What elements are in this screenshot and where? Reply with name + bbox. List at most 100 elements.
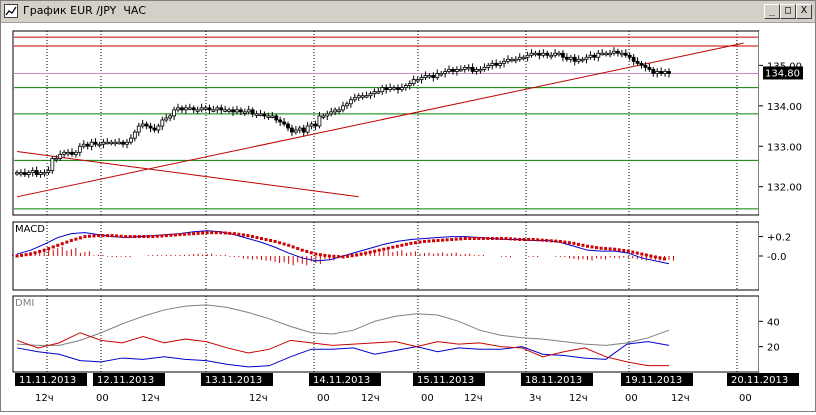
macd-signal-point — [513, 237, 517, 241]
macd-signal-point — [15, 254, 19, 258]
macd-tick-label: -0.0 — [767, 252, 787, 263]
macd-signal-point — [400, 243, 404, 247]
candle-body — [592, 54, 597, 58]
dmi-panel[interactable] — [12, 295, 760, 373]
macd-signal-point — [214, 231, 218, 235]
macd-signal-point — [196, 231, 200, 235]
macd-signal-point — [631, 250, 635, 254]
macd-signal-point — [219, 231, 223, 235]
macd-signal-point — [296, 247, 300, 251]
date-label-box — [413, 373, 485, 386]
date-label: 19.11.2013 — [625, 375, 682, 386]
candle-body — [380, 87, 385, 93]
macd-signal-point — [74, 237, 78, 241]
macd-signal-point — [391, 245, 395, 249]
candle-body — [305, 125, 310, 133]
macd-signal-point — [626, 249, 630, 253]
candle-body — [101, 141, 106, 145]
candle-body — [77, 145, 82, 153]
macd-signal-point — [173, 233, 177, 237]
macd-signal-point — [291, 245, 295, 249]
candle-body — [333, 109, 338, 113]
macd-signal-point — [518, 237, 522, 241]
candle-body — [231, 109, 235, 113]
macd-signal-point — [205, 231, 209, 235]
macd-signal-point — [549, 239, 553, 243]
macd-signal-point — [527, 237, 531, 241]
candle-body — [301, 127, 306, 133]
macd-signal-point — [649, 254, 653, 258]
macd-signal-point — [441, 238, 445, 242]
candle-body — [639, 62, 644, 66]
candle-body — [423, 75, 428, 78]
date-label-box — [201, 373, 273, 386]
candle-body — [513, 58, 518, 62]
candle-body — [341, 105, 345, 111]
candle-body — [203, 107, 208, 110]
price-panel[interactable] — [12, 30, 760, 216]
macd-signal-point — [47, 247, 51, 251]
candle-body — [462, 66, 467, 70]
macd-signal-point — [169, 233, 173, 237]
date-label: 18.11.2013 — [525, 375, 582, 386]
hour-label: 12ч — [35, 393, 54, 404]
macd-signal-point — [468, 237, 472, 241]
candle-body — [533, 52, 538, 56]
title-bar[interactable]: График EUR /JPY ЧАС _ □ X — [1, 1, 815, 23]
macd-signal-point — [586, 244, 589, 248]
candle-body — [183, 107, 188, 111]
macd-signal-point — [228, 231, 232, 235]
macd-signal-point — [246, 234, 250, 238]
macd-signal-point — [658, 256, 662, 260]
candle-body — [121, 141, 125, 145]
candle-body — [235, 109, 239, 113]
macd-signal-point — [536, 238, 540, 242]
macd-signal-point — [522, 237, 526, 241]
candle-body — [388, 87, 393, 91]
macd-signal-point — [540, 238, 544, 242]
macd-signal-point — [155, 234, 159, 238]
macd-signal-point — [355, 253, 359, 257]
candle-body — [19, 172, 23, 175]
candle-body — [553, 52, 557, 56]
dmi-minus_di-line — [16, 332, 669, 367]
candle-body — [286, 123, 290, 129]
candle-body — [541, 52, 546, 56]
candle-body — [345, 103, 349, 107]
trend-line — [16, 151, 359, 198]
candle-body — [191, 107, 196, 111]
minimize-button[interactable]: _ — [764, 4, 780, 19]
macd-signal-point — [133, 235, 137, 239]
macd-signal-point — [33, 251, 37, 255]
candle-body — [627, 54, 632, 58]
candle-body — [282, 121, 286, 125]
candle-body — [561, 52, 565, 58]
candle-body — [34, 170, 39, 175]
macd-signal-point — [164, 234, 168, 238]
candle-body — [297, 127, 302, 131]
candle-body — [164, 117, 169, 121]
macd-signal-point — [201, 231, 205, 235]
candle-body — [207, 107, 212, 111]
close-button[interactable]: X — [796, 4, 812, 19]
macd-signal-point — [558, 239, 562, 243]
macd-panel[interactable] — [12, 221, 760, 291]
macd-signal-point — [617, 248, 621, 252]
date-label-box — [15, 373, 87, 386]
hour-label: 00 — [317, 393, 330, 404]
candle-body — [415, 79, 420, 82]
macd-signal-point — [29, 252, 33, 256]
macd-signal-point — [459, 237, 463, 241]
chart-area[interactable]: 135.00134.00133.00132.00134.80MACD+0.2-0… — [1, 23, 815, 411]
chart-canvas[interactable]: 135.00134.00133.00132.00134.80MACD+0.2-0… — [1, 23, 815, 411]
macd-signal-point — [87, 234, 91, 238]
candle-body — [270, 115, 275, 118]
macd-signal-point — [432, 239, 436, 243]
macd-signal-point — [318, 253, 322, 257]
maximize-button[interactable]: □ — [780, 4, 796, 19]
candle-body — [619, 52, 624, 56]
macd-signal-point — [545, 238, 549, 242]
macd-signal-point — [499, 237, 503, 241]
candle-body — [482, 66, 487, 70]
candle-body — [655, 71, 660, 74]
